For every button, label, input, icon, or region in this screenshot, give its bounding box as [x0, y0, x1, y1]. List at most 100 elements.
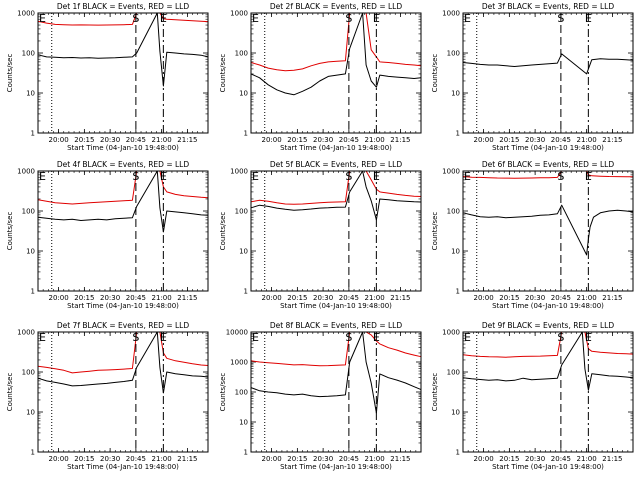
- y-tick-label: 1: [456, 449, 460, 457]
- x-tick-label: 20:15: [287, 455, 307, 463]
- panel-title: Det 7f BLACK = Events, RED = LLD: [57, 321, 190, 330]
- marker-label: E: [373, 12, 380, 25]
- y-tick-label: 1000: [442, 168, 460, 176]
- marker-label-left: E: [464, 12, 471, 25]
- x-tick-label: 21:15: [390, 455, 410, 463]
- marker-label: E: [585, 170, 592, 183]
- marker-label: S: [557, 170, 564, 183]
- marker-label: S: [557, 331, 564, 344]
- y-tick-label: 1000: [17, 168, 35, 176]
- panel-title: Det 3f BLACK = Events, RED = LLD: [482, 2, 615, 11]
- y-tick-label: 10: [451, 248, 460, 256]
- x-tick-label: 20:15: [499, 136, 519, 144]
- x-tick-label: 20:30: [100, 294, 120, 302]
- y-tick-label: 1: [244, 449, 248, 457]
- x-axis-label: Start Time (04-Jan-10 19:48:00): [492, 144, 604, 152]
- series-events-line: [250, 170, 422, 221]
- y-tick-label: 1000: [442, 329, 460, 337]
- marker-label-left: E: [252, 331, 259, 344]
- y-tick-label: 100: [22, 50, 35, 58]
- y-tick-label: 10: [26, 90, 35, 98]
- series-events-line: [250, 331, 422, 414]
- x-tick-label: 20:00: [474, 136, 494, 144]
- y-tick-label: 100: [235, 389, 248, 397]
- y-tick-label: 1000: [230, 10, 248, 18]
- x-tick-label: 20:45: [126, 455, 146, 463]
- y-tick-label: 100: [235, 208, 248, 216]
- series-events-line: [462, 53, 634, 75]
- x-tick-label: 20:30: [313, 294, 333, 302]
- marker-label-left: E: [464, 331, 471, 344]
- series-events-line: [462, 331, 634, 391]
- x-tick-label: 20:00: [474, 294, 494, 302]
- series-lld-line: [37, 331, 209, 374]
- x-tick-label: 21:00: [152, 136, 172, 144]
- plot-frame: [462, 12, 634, 134]
- y-axis-label: Counts/sec: [431, 212, 439, 251]
- panel-3: Det 3f BLACK = Events, RED = LLD Counts/s…: [431, 2, 634, 152]
- y-tick-label: 10: [451, 90, 460, 98]
- y-tick-label: 1: [31, 288, 35, 296]
- x-tick-label: 20:45: [339, 455, 359, 463]
- x-tick-label: 21:00: [365, 455, 385, 463]
- x-tick-label: 20:15: [499, 294, 519, 302]
- plot-frame: [250, 331, 422, 453]
- x-tick-label: 21:00: [577, 294, 597, 302]
- x-tick-label: 20:00: [262, 455, 282, 463]
- x-tick-label: 21:15: [602, 294, 622, 302]
- x-tick-label: 20:45: [126, 136, 146, 144]
- y-tick-label: 100: [447, 208, 460, 216]
- marker-label: S: [132, 331, 139, 344]
- series-lld-line: [250, 331, 422, 367]
- marker-label: S: [132, 12, 139, 25]
- plot-frame: [250, 12, 422, 134]
- marker-label: S: [345, 12, 352, 25]
- x-axis-label: Start Time (04-Jan-10 19:48:00): [67, 463, 179, 471]
- x-tick-label: 21:15: [177, 294, 197, 302]
- series-lld-line: [250, 170, 422, 205]
- marker-label-left: E: [252, 170, 259, 183]
- marker-label: E: [373, 170, 380, 183]
- x-tick-label: 20:45: [551, 294, 571, 302]
- panel-title: Det 2f BLACK = Events, RED = LLD: [270, 2, 403, 11]
- x-tick-label: 20:00: [262, 136, 282, 144]
- x-tick-label: 20:15: [74, 294, 94, 302]
- panel-9: Det 9f BLACK = Events, RED = LLD Counts/s…: [431, 321, 634, 471]
- x-tick-label: 21:00: [152, 294, 172, 302]
- x-tick-label: 20:15: [499, 455, 519, 463]
- x-tick-label: 20:00: [262, 294, 282, 302]
- x-axis-label: Start Time (04-Jan-10 19:48:00): [280, 302, 392, 310]
- x-tick-label: 20:45: [126, 294, 146, 302]
- x-tick-label: 21:15: [177, 455, 197, 463]
- y-tick-label: 10: [26, 409, 35, 417]
- panel-2: Det 2f BLACK = Events, RED = LLD Counts/s…: [219, 2, 422, 152]
- y-tick-label: 1000: [230, 168, 248, 176]
- plot-frame: [462, 331, 634, 453]
- x-tick-label: 20:30: [525, 136, 545, 144]
- x-tick-label: 21:00: [577, 136, 597, 144]
- y-tick-label: 10000: [226, 329, 248, 337]
- x-tick-label: 21:15: [390, 136, 410, 144]
- y-tick-label: 1000: [442, 10, 460, 18]
- x-tick-label: 20:00: [474, 455, 494, 463]
- x-tick-label: 20:30: [313, 455, 333, 463]
- y-tick-label: 1: [31, 130, 35, 138]
- series-events-line: [250, 12, 422, 96]
- y-tick-label: 100: [235, 50, 248, 58]
- marker-label-left: E: [39, 170, 46, 183]
- marker-label: E: [160, 170, 167, 183]
- y-tick-label: 100: [22, 208, 35, 216]
- series-lld-line: [37, 12, 209, 26]
- y-tick-label: 1000: [17, 329, 35, 337]
- panel-title: Det 5f BLACK = Events, RED = LLD: [270, 160, 403, 169]
- series-lld-line: [250, 12, 422, 72]
- panel-4: Det 4f BLACK = Events, RED = LLD Counts/s…: [6, 160, 209, 310]
- x-tick-label: 21:15: [602, 455, 622, 463]
- x-tick-label: 20:00: [49, 294, 69, 302]
- marker-label: S: [345, 331, 352, 344]
- x-tick-label: 20:30: [100, 136, 120, 144]
- panel-title: Det 9f BLACK = Events, RED = LLD: [482, 321, 615, 330]
- y-tick-label: 10: [451, 409, 460, 417]
- x-tick-label: 20:30: [525, 455, 545, 463]
- panel-1: Det 1f BLACK = Events, RED = LLD Counts/s…: [6, 2, 209, 152]
